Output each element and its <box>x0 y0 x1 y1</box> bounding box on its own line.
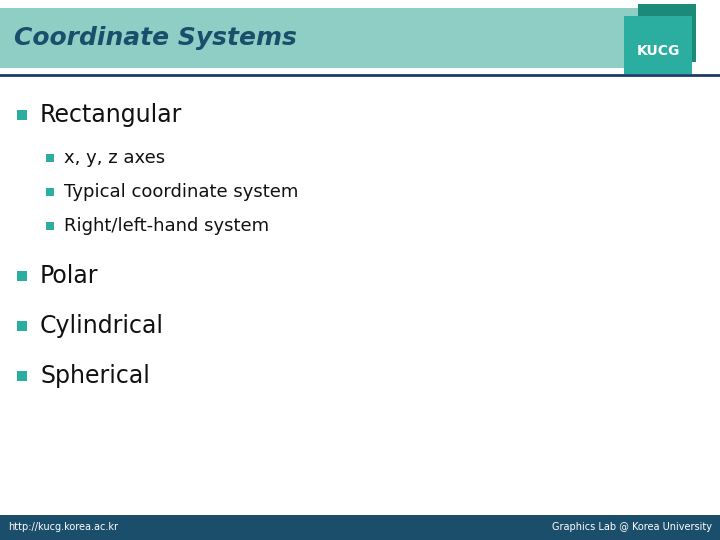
Bar <box>17 371 27 381</box>
Bar <box>638 4 696 62</box>
Text: x, y, z axes: x, y, z axes <box>64 149 165 167</box>
Text: KUCG: KUCG <box>636 44 680 58</box>
Bar <box>0 8 640 68</box>
Bar <box>17 271 27 281</box>
Text: Rectangular: Rectangular <box>40 103 182 127</box>
Text: Typical coordinate system: Typical coordinate system <box>64 183 298 201</box>
Bar <box>46 154 54 162</box>
Bar <box>46 222 54 230</box>
Bar <box>17 321 27 331</box>
Bar <box>0 515 720 540</box>
Bar <box>624 16 692 74</box>
Text: Coordinate Systems: Coordinate Systems <box>14 26 297 50</box>
Text: Polar: Polar <box>40 264 99 288</box>
Text: Right/left-hand system: Right/left-hand system <box>64 217 269 235</box>
Text: Graphics Lab @ Korea University: Graphics Lab @ Korea University <box>552 523 712 532</box>
Text: http://kucg.korea.ac.kr: http://kucg.korea.ac.kr <box>8 523 118 532</box>
Text: Spherical: Spherical <box>40 364 150 388</box>
Text: Cylindrical: Cylindrical <box>40 314 164 338</box>
Bar <box>17 110 27 120</box>
Bar <box>46 188 54 196</box>
